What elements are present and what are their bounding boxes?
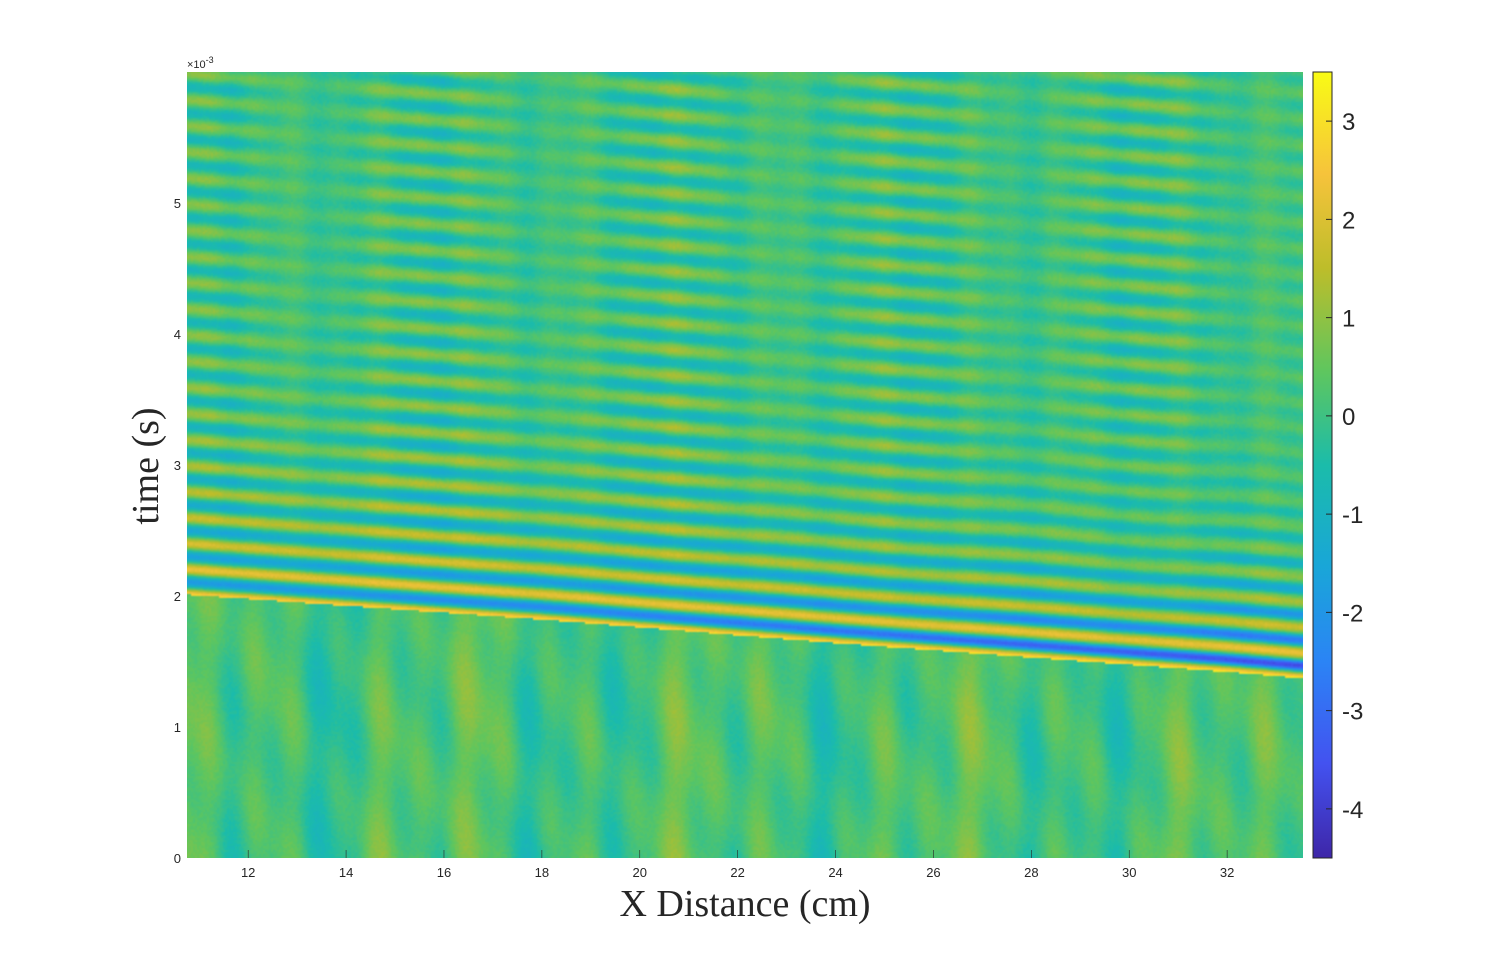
y-tick-label: 0	[174, 851, 181, 866]
y-tick-label: 4	[174, 327, 181, 342]
x-tick-label: 20	[633, 865, 647, 880]
colorbar-tick-label: 3	[1342, 109, 1355, 136]
colorbar-tick-label: -3	[1342, 699, 1363, 726]
colorbar-tick-label: 1	[1342, 306, 1355, 333]
x-tick-label: 30	[1122, 865, 1136, 880]
colorbar-tick-label: 0	[1342, 404, 1355, 431]
y-axis-ticks: 0 1 2 3 4 5	[174, 196, 181, 866]
y-tick-label: 1	[174, 720, 181, 735]
x-tick-label: 16	[437, 865, 451, 880]
x-tick-label: 32	[1220, 865, 1234, 880]
x-tick-label: 18	[535, 865, 549, 880]
y-tick-label: 5	[174, 196, 181, 211]
heatmap-plot-area	[187, 72, 1303, 858]
y-exponent-label: ×10-3	[187, 55, 214, 71]
y-exponent-power: -3	[206, 55, 214, 65]
x-tick-label: 12	[241, 865, 255, 880]
colorbar-ticks: 3 2 1 0 -1 -2 -3 -4	[1326, 109, 1363, 824]
y-tick-label: 2	[174, 589, 181, 604]
colorbar-tick-label: -2	[1342, 600, 1363, 627]
x-tick-label: 22	[730, 865, 744, 880]
colorbar: 3 2 1 0 -1 -2 -3 -4	[1312, 71, 1363, 859]
y-tick-label: 3	[174, 458, 181, 473]
x-axis-label: X Distance (cm)	[619, 883, 870, 925]
x-axis-ticks: 12 14 16 18 20 22 24 26 28 30 32	[241, 850, 1234, 880]
heatmap-image	[187, 72, 1303, 858]
colorbar-gradient	[1312, 71, 1333, 859]
colorbar-tick-label: -1	[1342, 502, 1363, 529]
x-tick-label: 28	[1024, 865, 1038, 880]
x-tick-label: 24	[828, 865, 842, 880]
colorbar-tick-label: -4	[1342, 797, 1363, 824]
x-tick-label: 26	[926, 865, 940, 880]
x-tick-label: 14	[339, 865, 353, 880]
colorbar-tick-label: 2	[1342, 207, 1355, 234]
y-axis-label: time (s)	[125, 407, 167, 524]
